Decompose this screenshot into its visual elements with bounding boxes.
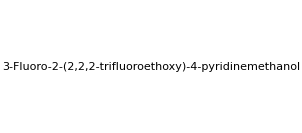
Text: 3-Fluoro-2-(2,2,2-trifluoroethoxy)-4-pyridinemethanol: 3-Fluoro-2-(2,2,2-trifluoroethoxy)-4-pyr… — [2, 61, 300, 72]
